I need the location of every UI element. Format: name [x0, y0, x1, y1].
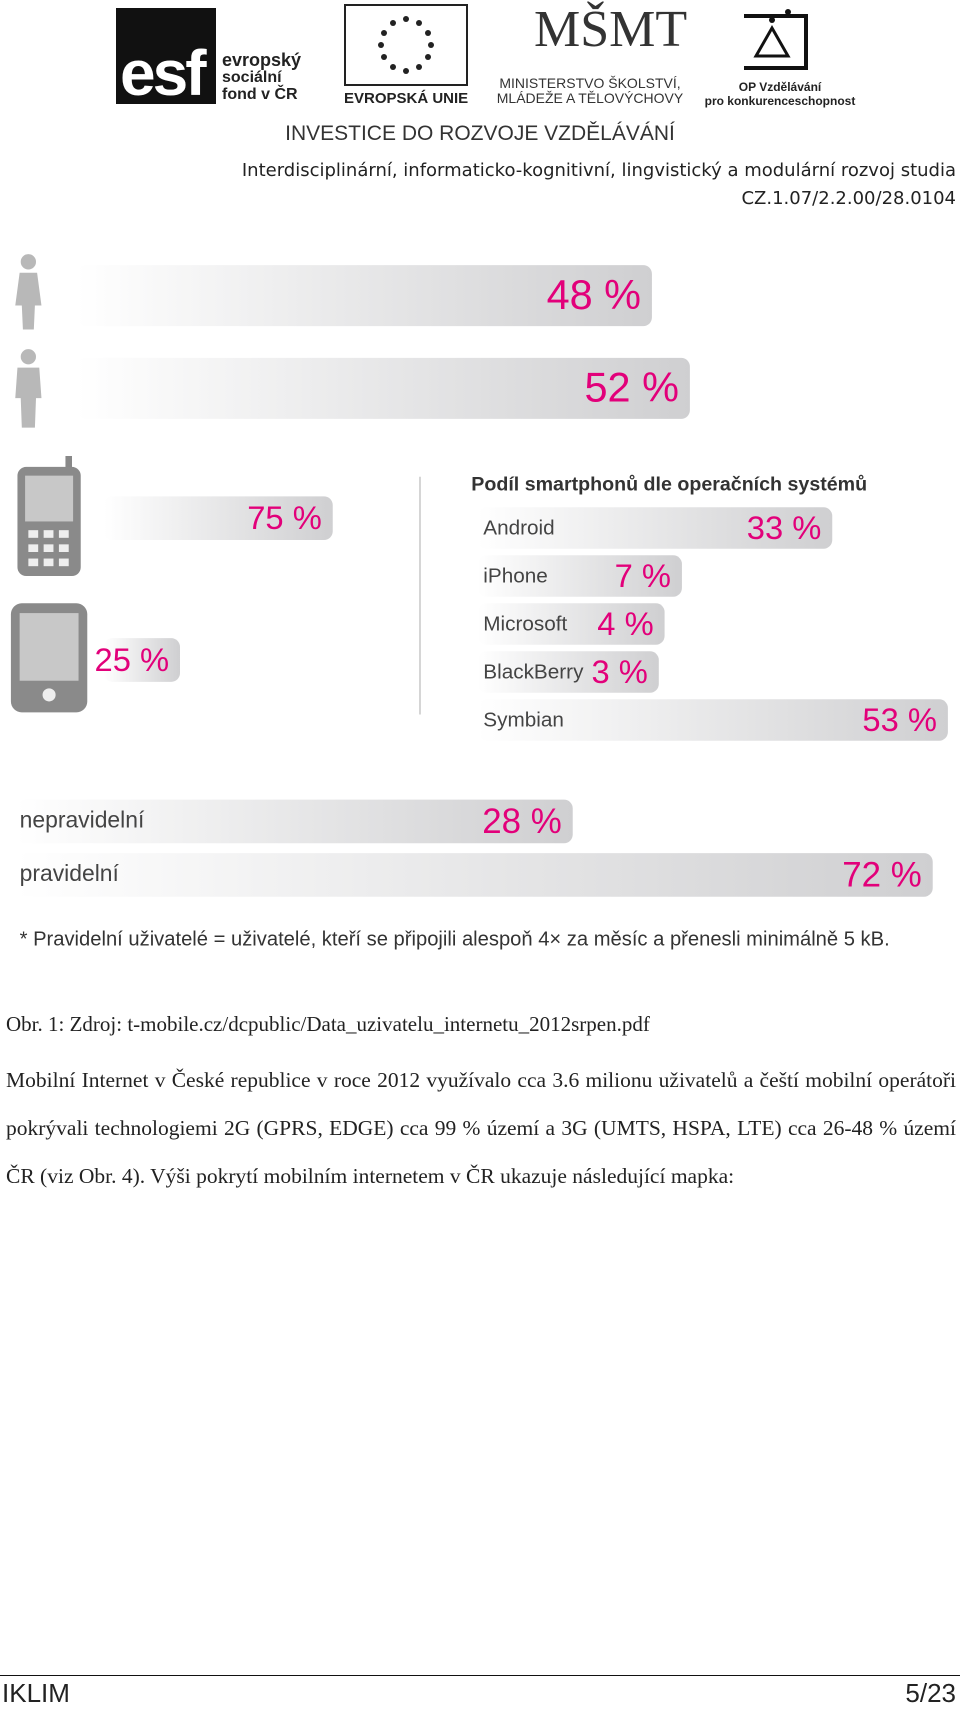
category-label: pravidelní [20, 860, 120, 886]
footer-rule [0, 1675, 960, 1676]
infographic: 48 % 52 % 75 % 25 % Podíl smartphonů dle ope… [10, 254, 948, 951]
footer-left: IKLIM [2, 1678, 70, 1708]
bar [76, 265, 652, 327]
bar [103, 638, 180, 682]
eu-flag [344, 4, 468, 86]
category-label: BlackBerry [483, 661, 584, 684]
eu-text: EVROPSKÁ UNIE [344, 90, 469, 107]
paragraph: Mobilní Internet v České republice v roc… [6, 1068, 956, 1188]
esf-line: fond v ČR [222, 86, 298, 103]
category-label: Symbian [483, 709, 564, 732]
value-label: 52 % [585, 363, 679, 410]
esf-text: evropský sociální fond v ČR [222, 50, 342, 103]
bar [76, 357, 690, 419]
esf-logo-box: esf [116, 8, 216, 109]
value-label: 4 % [597, 605, 653, 642]
op-line: pro konkurenceschopnost [704, 94, 856, 108]
category-label: Microsoft [483, 613, 567, 636]
op-logo [744, 9, 808, 70]
footer-right: 5/23 [905, 1678, 956, 1708]
woman-icon [15, 254, 42, 330]
msmt-line: MLÁDEŽE A TĚLOVÝCHOVY [496, 90, 684, 106]
msmt-line: MINISTERSTVO ŠKOLSTVÍ, [499, 75, 681, 91]
bar [477, 555, 682, 597]
bar [477, 507, 833, 549]
value-label: 7 % [615, 557, 671, 594]
esf-line: evropský [222, 50, 302, 70]
value-label: 3 % [592, 653, 648, 690]
slogan: INVESTICE DO ROZVOJE VZDĚLÁVÁNÍ [285, 122, 675, 145]
bar [477, 699, 948, 741]
bar [477, 603, 665, 645]
value-label: 28 % [482, 802, 562, 841]
caption: Obr. 1: Zdroj: t-mobile.cz/dcpublic/Data… [6, 1012, 650, 1036]
category-label: Android [483, 517, 554, 540]
bar [16, 799, 573, 844]
project-title: Interdisciplinární, informaticko-kogniti… [241, 160, 956, 181]
msmt-mark: MŠMT [534, 1, 688, 58]
value-label: 75 % [247, 499, 322, 536]
op-line: OP Vzdělávání [738, 80, 822, 94]
man-icon [15, 349, 42, 428]
category-label: iPhone [483, 565, 548, 588]
esf-mark: esf [120, 37, 206, 109]
value-label: 48 % [547, 271, 641, 318]
smartphone-icon [10, 603, 88, 713]
bar [16, 853, 933, 897]
value-label: 53 % [862, 701, 937, 738]
category-label: nepravidelní [20, 807, 145, 833]
value-label: 33 % [747, 509, 822, 546]
os-title: Podíl smartphonů dle operačních systémů [471, 474, 867, 496]
bar [103, 496, 333, 540]
value-label: 25 % [95, 641, 170, 678]
phone-icon [17, 456, 81, 576]
project-code: CZ.1.07/2.2.00/28.0104 [741, 188, 956, 209]
bar [477, 651, 659, 693]
value-label: 72 % [842, 855, 922, 894]
esf-line: sociální [222, 69, 282, 86]
msmt-text: MINISTERSTVO ŠKOLSTVÍ, MLÁDEŽE A TĚLOVÝC… [480, 76, 700, 106]
footnote: * Pravidelní uživatelé = uživatelé, kteř… [20, 929, 890, 951]
op-text: OP Vzdělávání pro konkurenceschopnost [700, 80, 860, 108]
